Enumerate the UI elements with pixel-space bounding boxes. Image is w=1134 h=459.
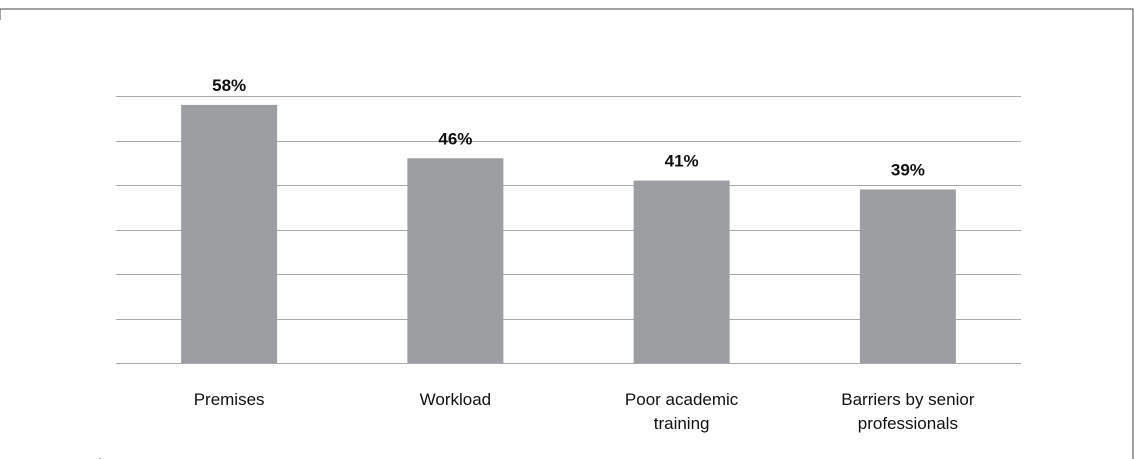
category-label-line: training xyxy=(654,414,710,433)
bar-2 xyxy=(407,158,504,363)
bar-4 xyxy=(859,189,956,363)
value-labels: 58% 46% 41% 39% xyxy=(212,76,925,180)
bar-1 xyxy=(181,104,278,364)
category-label-4: Barriers by senior professionals xyxy=(841,390,975,433)
chart-frame xyxy=(0,8,1134,459)
category-label-3: Poor academic training xyxy=(625,390,739,433)
category-label-line: Barriers by senior xyxy=(841,390,975,409)
value-label-1: 58% xyxy=(212,76,246,95)
bar-3 xyxy=(633,180,730,363)
category-label-line: Premises xyxy=(194,390,265,409)
category-labels: Premises Workload Poor academic training Bar… xyxy=(194,390,975,433)
category-label-line: professionals xyxy=(858,414,958,433)
category-label-2: Workload xyxy=(420,390,492,409)
category-label-line: Poor academic xyxy=(625,390,739,409)
value-label-4: 39% xyxy=(891,160,925,179)
category-label-line: Workload xyxy=(420,390,492,409)
category-label-1: Premises xyxy=(194,390,265,409)
value-label-2: 46% xyxy=(438,129,472,148)
bars xyxy=(181,104,956,364)
value-label-3: 41% xyxy=(665,152,699,171)
